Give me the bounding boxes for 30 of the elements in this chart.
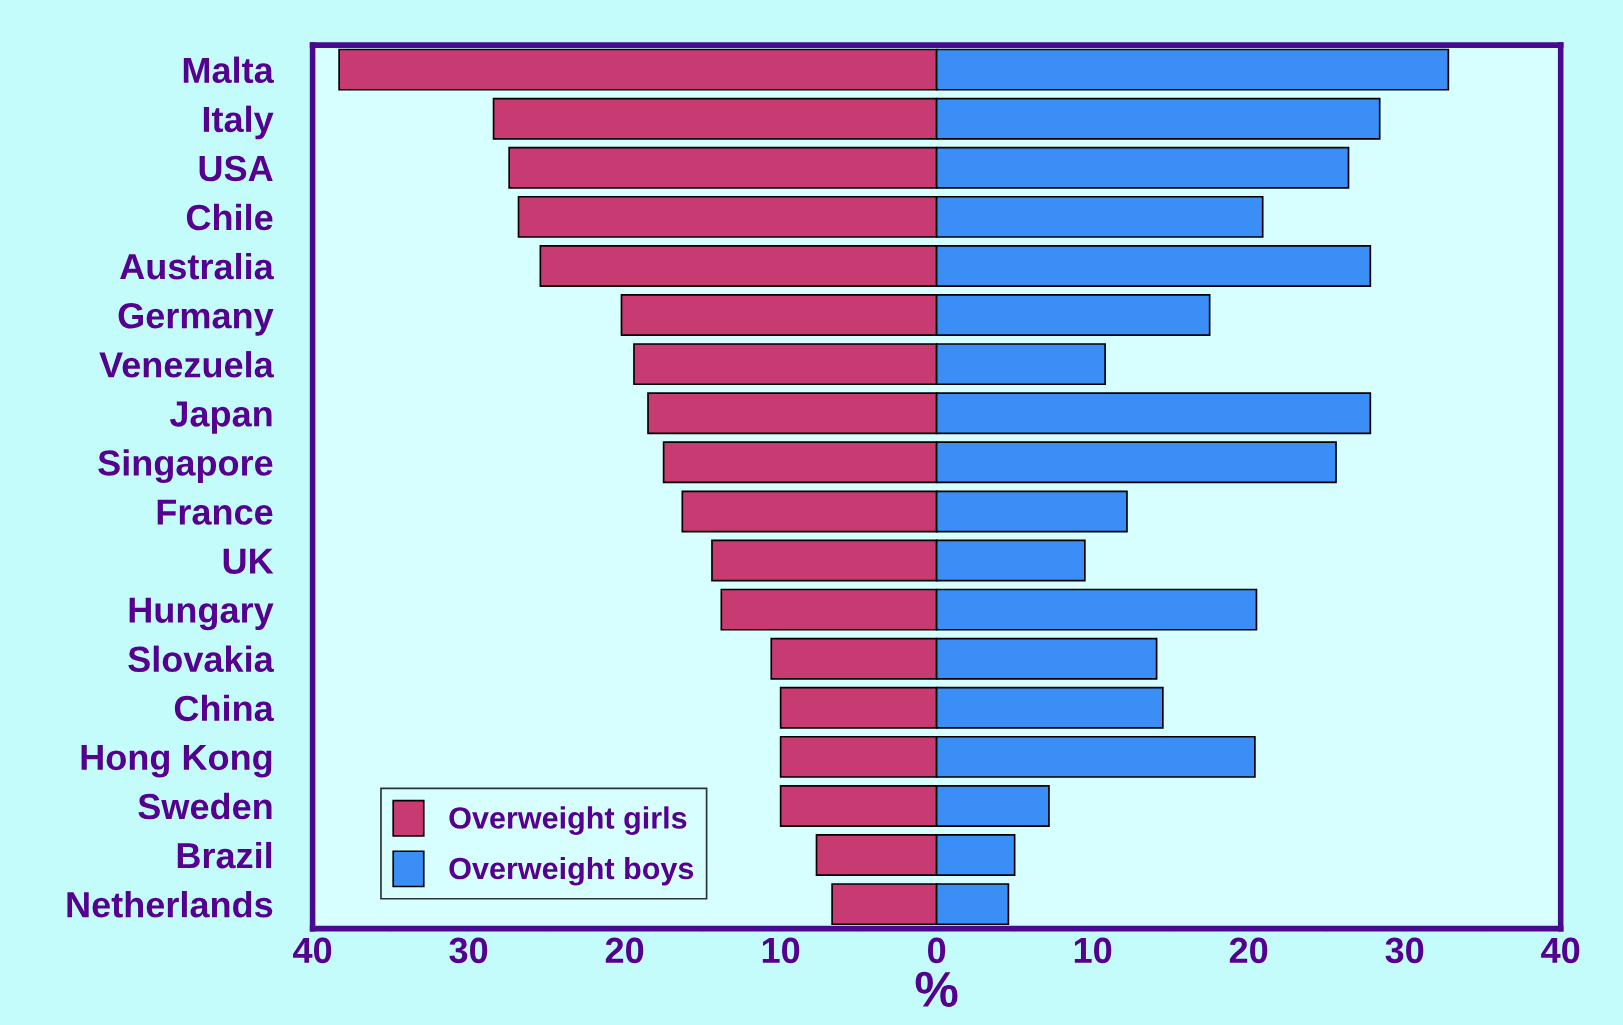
y-tick-label: China [174, 694, 274, 722]
x-tick-label: 40 [1541, 937, 1580, 964]
y-tick-label: USA [199, 155, 273, 182]
y-tick-label: Japan [169, 401, 272, 434]
x-tick-label: 20 [1229, 937, 1268, 964]
y-tick-label: Chile [186, 203, 273, 231]
x-tick-label: 20 [605, 937, 644, 964]
y-tick-label: Singapore [98, 449, 273, 484]
legend-label: Overweight girls [449, 806, 687, 835]
x-tick-label: 10 [1074, 937, 1112, 964]
x-tick-label: 0 [928, 937, 946, 964]
y-tick-label: Brazil [177, 841, 272, 869]
x-tick-label: 10 [762, 937, 800, 964]
x-tick-label: 30 [1385, 937, 1424, 964]
x-tick-label: 40 [293, 937, 332, 964]
y-tick-label: Malta [183, 56, 274, 84]
x-tick-label: 30 [449, 937, 488, 964]
y-tick-label: Netherlands [67, 891, 273, 918]
y-tick-label: Italy [203, 105, 274, 140]
y-tick-label: Slovakia [128, 645, 274, 673]
y-tick-label: Hong Kong [81, 745, 272, 778]
y-tick-label: France [157, 499, 273, 525]
legend-label: Overweight boys [449, 856, 694, 886]
y-tick-label: Germany [118, 302, 274, 336]
y-tick-label: UK [223, 548, 274, 574]
y-tick-label: Australia [120, 252, 274, 280]
y-tick-label: Sweden [138, 792, 272, 820]
x-axis-title: % [915, 971, 958, 1007]
y-tick-label: Venezuela [99, 351, 274, 378]
y-tick-label: Hungary [129, 597, 274, 631]
